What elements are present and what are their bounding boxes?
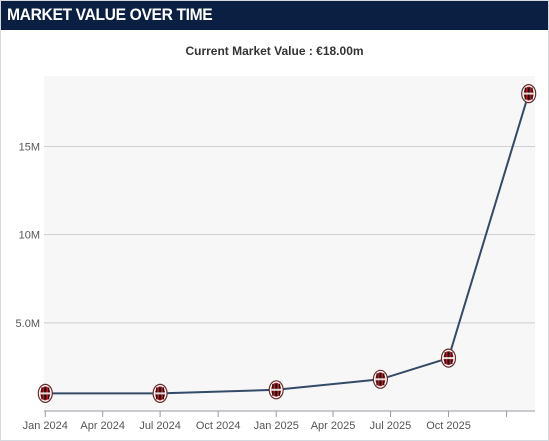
club-crest-icon[interactable] — [37, 383, 53, 403]
y-tick-label: 10M — [19, 230, 40, 242]
axes — [44, 410, 535, 417]
club-crest-icon[interactable] — [372, 369, 388, 389]
series-line — [45, 93, 530, 395]
plot-area — [44, 76, 535, 411]
x-tick-label: Jul 2025 — [370, 420, 412, 432]
gridlines — [44, 146, 535, 324]
x-tick-label: Jul 2024 — [139, 420, 181, 432]
club-crest-icon[interactable] — [521, 83, 537, 104]
x-tick-label: Jan 2024 — [23, 420, 68, 432]
club-crest-icon[interactable] — [440, 348, 457, 368]
x-tick-label: Apr 2024 — [80, 420, 125, 432]
x-tick-label: Oct 2025 — [426, 420, 471, 432]
x-tick-label: Apr 2025 — [311, 420, 356, 432]
y-axis-labels: 5.0M 10M 15M — [16, 142, 40, 330]
y-tick-label: 5.0M — [16, 318, 40, 330]
data-points — [37, 83, 537, 403]
club-crest-icon[interactable] — [152, 383, 168, 403]
x-axis-labels: Jan 2024 Apr 2024 Jul 2024 Oct 2024 Jan 2025… — [23, 420, 471, 432]
x-tick-label: Oct 2024 — [196, 420, 241, 432]
club-crest-icon[interactable] — [268, 380, 284, 400]
chart-title: Current Market Value : €18.00m — [185, 44, 364, 58]
widget-header: MARKET VALUE OVER TIME — [1, 1, 548, 30]
x-tick-label: Jan 2025 — [254, 420, 299, 432]
widget-title: MARKET VALUE OVER TIME — [7, 5, 213, 24]
y-tick-label: 15M — [19, 142, 40, 154]
